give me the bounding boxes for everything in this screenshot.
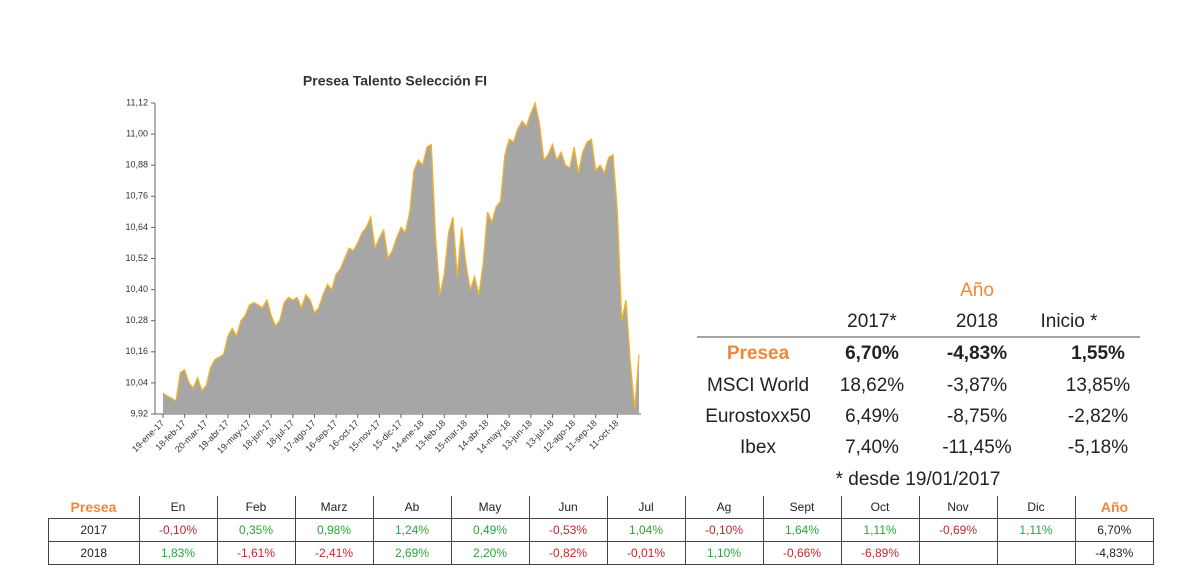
header-cell: Ab: [372, 496, 452, 519]
summary-cell: 6,70%: [845, 343, 899, 364]
cell: 1,83%: [138, 541, 218, 565]
cell: 1,04%: [606, 518, 686, 542]
summary-cell: -2,82%: [1068, 406, 1128, 427]
summary-column-header: Inicio *: [1040, 311, 1098, 332]
cell: -0,66%: [762, 541, 842, 565]
cell: 1,11%: [996, 518, 1076, 542]
y-tick-label: 10,76: [125, 191, 148, 201]
y-tick-label: 10,52: [125, 253, 148, 263]
cell: 2017: [48, 518, 140, 542]
summary-cell: -11,45%: [942, 437, 1011, 458]
header-cell: Año: [1075, 496, 1154, 519]
summary-cell: -4,83%: [947, 343, 1007, 364]
y-tick-label: 9,92: [130, 408, 148, 418]
y-tick-label: 11,12: [126, 97, 148, 107]
y-tick-label: 11,00: [126, 128, 148, 138]
cell: 0,35%: [216, 518, 296, 542]
summary-row-label: Presea: [727, 343, 790, 364]
y-tick-label: 10,04: [125, 377, 148, 387]
cell: -0,69%: [918, 518, 998, 542]
header-cell: Marz: [294, 496, 374, 519]
summary-cell: 6,49%: [845, 406, 899, 427]
summary-cell: -5,18%: [1068, 437, 1128, 458]
summary-cell: 1,55%: [1071, 343, 1125, 364]
y-tick-label: 10,64: [125, 222, 148, 232]
cell: 1,11%: [840, 518, 920, 542]
cell: -0,10%: [684, 518, 764, 542]
cell: -0,82%: [528, 541, 608, 565]
summary-cell: 13,85%: [1066, 375, 1131, 396]
summary-cell: -8,75%: [947, 406, 1007, 427]
area: [163, 103, 639, 414]
cell: 1,64%: [762, 518, 842, 542]
header-cell: En: [138, 496, 218, 519]
cell: -6,89%: [840, 541, 920, 565]
chart: Presea Talento Selección FI Año * desde …: [125, 73, 1140, 490]
summary-group-header: Año: [960, 280, 994, 301]
cell: -1,61%: [216, 541, 296, 565]
header-cell: Ag: [684, 496, 764, 519]
data-row: 2017 -0,10% 0,35% 0,98% 1,24% 0,49% -0,53% 1,04…: [48, 518, 1154, 542]
cell: -0,10%: [138, 518, 218, 542]
summary-cell: -3,87%: [947, 375, 1007, 396]
header-cell: Sept: [762, 496, 842, 519]
cell: 0,98%: [294, 518, 374, 542]
y-tick-label: 10,88: [125, 160, 148, 170]
header-cell: Jun: [528, 496, 608, 519]
cell: [918, 541, 998, 565]
y-tick-label: 10,28: [125, 315, 148, 325]
header-cell: Oct: [840, 496, 920, 519]
cell: -0,53%: [528, 518, 608, 542]
y-tick-label: 10,16: [125, 346, 148, 356]
summary-row-label: Ibex: [740, 437, 776, 458]
cell: 2,20%: [450, 541, 530, 565]
header-cell: Presea: [48, 496, 139, 519]
cell: [996, 541, 1076, 565]
y-tick-label: 10,40: [125, 284, 148, 294]
summary-column-header: 2017*: [847, 311, 897, 332]
summary-column-header: 2018: [956, 311, 998, 332]
header-cell: Dic: [996, 496, 1076, 519]
summary-note: * desde 19/01/2017: [836, 469, 1001, 490]
summary-row-label: MSCI World: [707, 375, 809, 396]
cell: 0,49%: [450, 518, 530, 542]
header-cell: Nov: [918, 496, 998, 519]
summary-cell: 18,62%: [840, 375, 905, 396]
data-row: 2018 1,83% -1,61% -2,41% 2,69% 2,20% -0,82% -0,…: [48, 541, 1154, 565]
cell: 6,70%: [1074, 518, 1154, 542]
header-row: Presea En Feb Marz Ab May Jun Jul Ag Sept Oct Nov Di…: [48, 496, 1154, 519]
header-cell: Feb: [216, 496, 296, 519]
chart-title: Presea Talento Selección FI: [303, 73, 487, 89]
cell: 2,69%: [372, 541, 452, 565]
cell: 1,10%: [684, 541, 764, 565]
cell: 2018: [48, 541, 140, 565]
summary-row-label: Eurostoxx50: [705, 406, 811, 427]
cell: -0,01%: [606, 541, 686, 565]
cell: -2,41%: [294, 541, 374, 565]
monthly-table: Presea En Feb Marz Ab May Jun Jul Ag Sept Oct Nov Di…: [48, 496, 1154, 565]
line: [162, 100, 640, 409]
header-cell: Jul: [606, 496, 686, 519]
summary-cell: 7,40%: [845, 437, 899, 458]
cell: 1,24%: [372, 518, 452, 542]
cell: -4,83%: [1074, 541, 1154, 565]
header-cell: May: [450, 496, 530, 519]
